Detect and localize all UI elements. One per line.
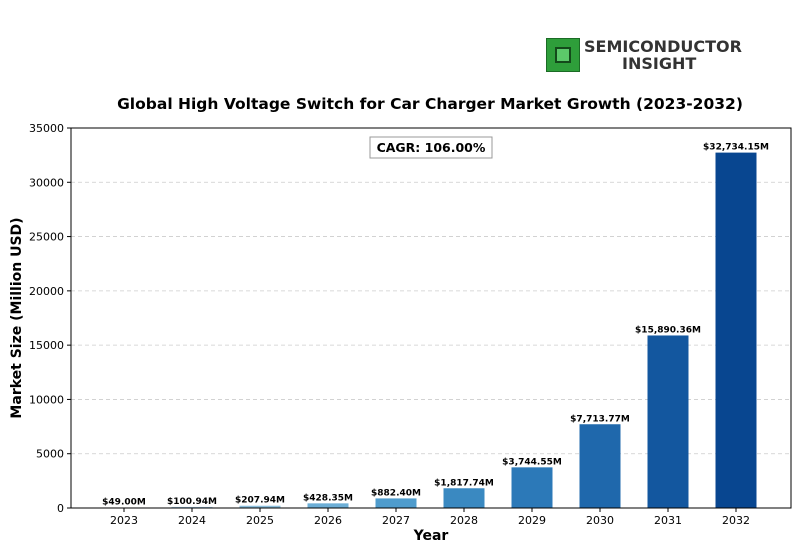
logo-line2: INSIGHT xyxy=(622,54,697,73)
bar-value-label-2024: $100.94M xyxy=(167,497,217,507)
bars xyxy=(103,152,757,509)
x-tick-label-2030: 2030 xyxy=(586,514,614,527)
bar-value-labels: $49.00M $100.94M $207.94M $428.35M $882.40M $… xyxy=(102,143,769,508)
bar-2031 xyxy=(647,335,689,508)
bar-2032 xyxy=(715,152,757,509)
bar-value-label-2027: $882.40M xyxy=(371,488,421,498)
y-tick-label: 0 xyxy=(57,502,64,515)
bar-value-label-2028: $1,817.74M xyxy=(434,478,494,488)
y-tick-label: 35000 xyxy=(29,122,64,135)
y-tick-label: 20000 xyxy=(29,285,64,298)
x-tick-label-2026: 2026 xyxy=(314,514,342,527)
bar-2025 xyxy=(239,505,281,508)
bar-2024 xyxy=(171,506,213,508)
bar-2029 xyxy=(511,467,553,508)
y-tick-label: 25000 xyxy=(29,231,64,244)
bar-value-label-2029: $3,744.55M xyxy=(502,457,562,467)
logo-line1: SEMICONDUCTOR xyxy=(584,37,742,56)
bar-value-label-2031: $15,890.36M xyxy=(635,325,701,335)
bar-value-label-2023: $49.00M xyxy=(102,497,146,507)
chart-title: Global High Voltage Switch for Car Charg… xyxy=(117,95,743,113)
bar-2028 xyxy=(443,488,485,508)
x-tick-label-2027: 2027 xyxy=(382,514,410,527)
y-tick-label: 5000 xyxy=(36,448,64,461)
y-tick-label: 30000 xyxy=(29,176,64,189)
plot-frame xyxy=(70,127,792,509)
bar-value-label-2026: $428.35M xyxy=(303,493,353,503)
bar-value-label-2030: $7,713.77M xyxy=(570,414,630,424)
bar-2030 xyxy=(579,424,621,508)
x-tick-label-2031: 2031 xyxy=(654,514,682,527)
bar-2027 xyxy=(375,498,417,508)
y-tick-label: 10000 xyxy=(29,393,64,406)
y-axis-ticks: 0 5000 10000 15000 20000 25000 30000 35000 xyxy=(29,122,71,515)
bar-value-label-2032: $32,734.15M xyxy=(703,143,769,153)
chip-icon xyxy=(546,38,580,72)
x-tick-label-2025: 2025 xyxy=(246,514,274,527)
brand-logo: SEMICONDUCTOR INSIGHT xyxy=(546,37,746,74)
bar-value-label-2025: $207.94M xyxy=(235,496,285,506)
x-tick-label-2024: 2024 xyxy=(178,514,206,527)
cagr-text: CAGR: 106.00% xyxy=(377,140,486,155)
cagr-annotation: CAGR: 106.00% xyxy=(369,136,493,159)
x-axis-label: Year xyxy=(413,528,449,544)
x-tick-label-2032: 2032 xyxy=(722,514,750,527)
x-tick-label-2023: 2023 xyxy=(110,514,138,527)
x-tick-label-2028: 2028 xyxy=(450,514,478,527)
y-tick-label: 15000 xyxy=(29,339,64,352)
bar-2026 xyxy=(307,503,349,508)
x-tick-label-2029: 2029 xyxy=(518,514,546,527)
y-axis-label: Market Size (Million USD) xyxy=(9,217,25,418)
x-axis-ticks: 2023 2024 2025 2026 2027 2028 2029 2030 2031 2032 xyxy=(110,508,750,527)
